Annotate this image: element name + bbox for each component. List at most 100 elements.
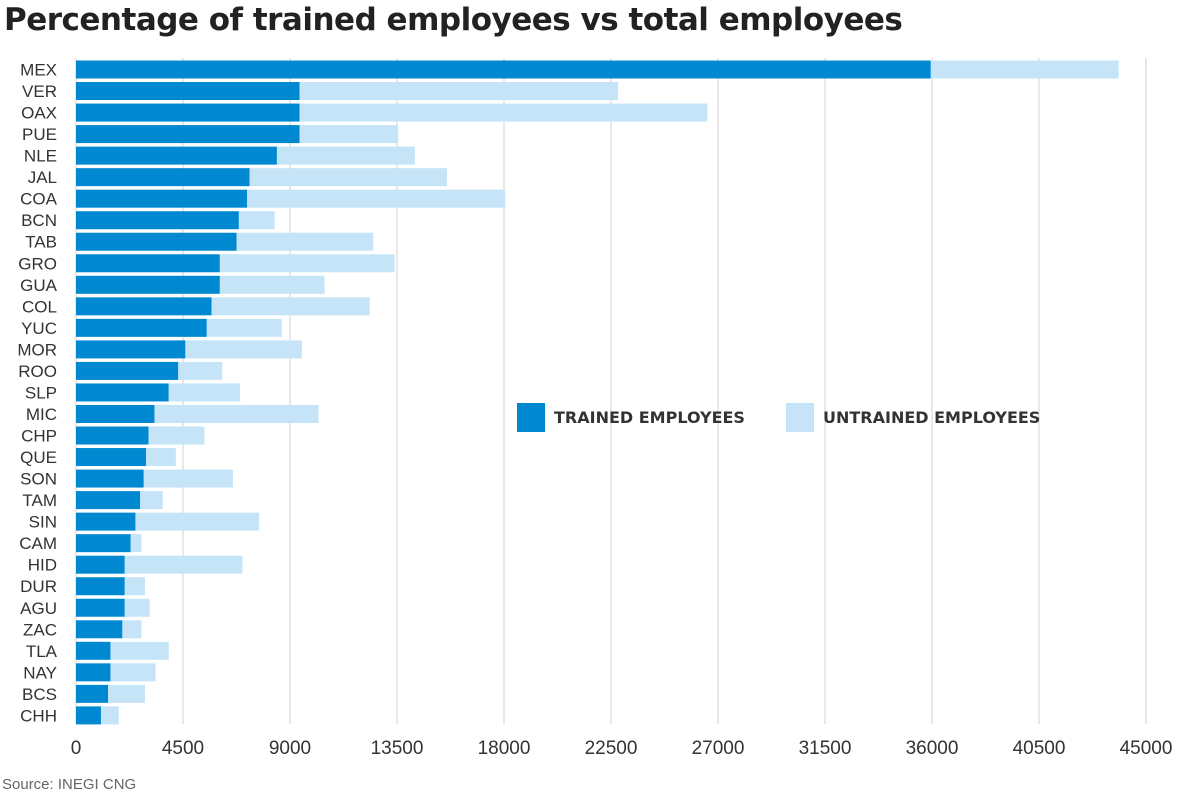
bar-trained-nle xyxy=(76,146,277,165)
bar-trained-mic xyxy=(76,404,155,423)
bar-trained-bcn xyxy=(76,211,239,230)
category-label: NAY xyxy=(23,663,57,682)
bar-untrained-nay xyxy=(110,663,156,682)
bar-untrained-yuc xyxy=(206,318,282,337)
bar-untrained-gro xyxy=(219,254,395,273)
bar-untrained-que xyxy=(146,448,176,467)
bar-untrained-cam xyxy=(130,534,142,553)
category-label: MIC xyxy=(26,405,57,424)
x-tick-label: 4500 xyxy=(162,738,204,759)
category-label: OAX xyxy=(21,104,57,123)
bar-trained-agu xyxy=(76,598,125,617)
x-tick-label: 40500 xyxy=(1013,738,1066,759)
bar-trained-jal xyxy=(76,168,250,187)
chart-title: Percentage of trained employees vs total… xyxy=(4,2,903,38)
category-label: SON xyxy=(20,470,57,489)
category-label: JAL xyxy=(28,168,57,187)
bar-trained-nay xyxy=(76,663,111,682)
bar-trained-mor xyxy=(76,340,186,359)
bar-trained-sin xyxy=(76,512,136,531)
category-label: MOR xyxy=(17,340,57,359)
bar-untrained-col xyxy=(211,297,370,316)
category-label: AGU xyxy=(20,599,57,618)
bar-trained-hid xyxy=(76,555,125,574)
bar-untrained-mor xyxy=(185,340,302,359)
bar-trained-col xyxy=(76,297,212,316)
bar-untrained-mic xyxy=(154,404,319,423)
legend-swatch-trained xyxy=(517,403,545,432)
x-tick-label: 22500 xyxy=(585,738,638,759)
bar-untrained-nle xyxy=(276,146,415,165)
bar-trained-yuc xyxy=(76,318,207,337)
bar-untrained-chp xyxy=(148,426,205,445)
bar-untrained-coa xyxy=(247,189,506,208)
category-label: COA xyxy=(20,190,58,209)
bar-trained-dur xyxy=(76,577,125,596)
x-tick-label: 31500 xyxy=(799,738,852,759)
bar-trained-tam xyxy=(76,491,141,510)
bar-untrained-chh xyxy=(100,706,119,725)
x-axis-ticks: 0 4500 9000 13500 18000 22500 27000 31500 36000 4… xyxy=(71,738,1173,759)
category-label: SIN xyxy=(29,513,57,532)
bar-trained-gua xyxy=(76,275,220,294)
bar-untrained-son xyxy=(143,469,233,488)
category-label: MEX xyxy=(20,61,57,80)
source-note: Source: INEGI CNG xyxy=(2,776,137,793)
category-label: TAM xyxy=(22,491,57,510)
bar-trained-que xyxy=(76,448,147,467)
category-label: CHP xyxy=(21,427,57,446)
category-label: ZAC xyxy=(23,620,57,639)
bar-untrained-tam xyxy=(140,491,163,510)
legend-swatch-untrained xyxy=(786,403,814,432)
x-tick-label: 18000 xyxy=(478,738,531,759)
x-tick-label: 13500 xyxy=(371,738,424,759)
category-label: TAB xyxy=(25,233,57,252)
bar-untrained-agu xyxy=(124,598,150,617)
bar-trained-mex xyxy=(76,60,931,79)
category-label: ROO xyxy=(18,362,57,381)
bar-untrained-tla xyxy=(110,641,169,660)
legend-label-untrained: UNTRAINED EMPLOYEES xyxy=(823,408,1040,427)
stacked-bar-chart: MEX VER OAX PUE NLE JAL COA BCN TAB GRO GUA COL YUC M… xyxy=(17,58,1173,759)
category-labels: MEX VER OAX PUE NLE JAL COA BCN TAB GRO GUA COL YUC M… xyxy=(17,61,57,726)
bar-trained-oax xyxy=(76,103,300,122)
bar-trained-gro xyxy=(76,254,220,273)
bar-trained-chh xyxy=(76,706,101,725)
category-label: VER xyxy=(22,82,57,101)
bars xyxy=(76,60,1119,725)
category-label: TLA xyxy=(26,642,58,661)
bar-trained-cam xyxy=(76,534,131,553)
legend: TRAINED EMPLOYEES UNTRAINED EMPLOYEES xyxy=(517,403,1040,432)
category-label: COL xyxy=(22,297,57,316)
bar-trained-tla xyxy=(76,641,111,660)
bar-untrained-zac xyxy=(122,620,142,639)
bar-untrained-dur xyxy=(124,577,145,596)
bar-trained-roo xyxy=(76,361,179,380)
bar-trained-zac xyxy=(76,620,123,639)
bar-untrained-hid xyxy=(124,555,243,574)
category-label: NLE xyxy=(24,147,57,166)
bar-trained-son xyxy=(76,469,144,488)
bar-untrained-bcn xyxy=(238,211,275,230)
bar-trained-bcs xyxy=(76,684,109,703)
bar-untrained-bcs xyxy=(108,684,145,703)
bar-untrained-oax xyxy=(299,103,708,122)
bar-untrained-ver xyxy=(299,82,619,101)
x-tick-label: 36000 xyxy=(906,738,959,759)
bar-trained-chp xyxy=(76,426,149,445)
bar-trained-coa xyxy=(76,189,248,208)
bar-untrained-gua xyxy=(219,275,325,294)
category-label: SLP xyxy=(25,383,57,402)
category-label: CHH xyxy=(20,706,57,725)
bar-trained-slp xyxy=(76,383,169,402)
bar-trained-tab xyxy=(76,232,237,251)
bar-untrained-slp xyxy=(168,383,241,402)
bar-untrained-roo xyxy=(178,361,223,380)
legend-label-trained: TRAINED EMPLOYEES xyxy=(554,408,745,427)
category-label: HID xyxy=(28,556,57,575)
category-label: QUE xyxy=(20,448,57,467)
category-label: DUR xyxy=(20,577,57,596)
bar-untrained-pue xyxy=(299,125,399,144)
x-tick-label: 45000 xyxy=(1120,738,1173,759)
category-label: BCN xyxy=(21,211,57,230)
